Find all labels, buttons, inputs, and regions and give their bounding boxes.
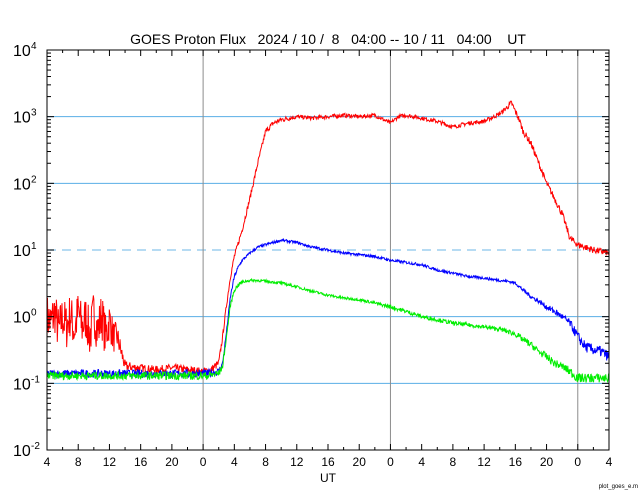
x-tick-label: 4: [44, 455, 51, 469]
x-tick-label: 20: [165, 455, 179, 469]
y-tick-label-base: 10: [13, 376, 31, 393]
x-axis-label: UT: [320, 471, 337, 485]
x-tick-label: 20: [353, 455, 367, 469]
series-layer: [46, 100, 610, 384]
flux-series-line-2: [46, 237, 610, 380]
x-tick-labels: 4 8 12 16 20 0 4 8 12 16 20 0 4 8 12 16 20 0 4: [44, 455, 613, 469]
x-tick-label: 12: [290, 455, 304, 469]
x-tick-label: 20: [540, 455, 554, 469]
x-tick-label: 12: [477, 455, 491, 469]
y-tick-label-exponent: -2: [31, 441, 40, 452]
y-tick-label-base: 10: [13, 176, 31, 193]
gridlines: [47, 50, 609, 450]
y-tick-label-exponent: 0: [31, 308, 37, 319]
y-tick-label-base: 10: [13, 243, 31, 260]
y-tick-label-exponent: 4: [31, 41, 37, 52]
x-tick-label: 8: [75, 455, 82, 469]
y-tick-label-exponent: 2: [31, 174, 37, 185]
y-tick-label-exponent: 1: [31, 241, 37, 252]
chart-title: GOES Proton Flux 2024 / 10 / 8 04:00 -- …: [130, 31, 526, 47]
y-tick-label-base: 10: [13, 110, 31, 127]
y-tick-label-exponent: -1: [31, 374, 40, 385]
x-tick-label: 4: [418, 455, 425, 469]
y-tick-label-base: 10: [13, 43, 31, 60]
x-tick-label: 8: [450, 455, 457, 469]
axis-ticks: [46, 50, 610, 451]
x-tick-label: 8: [262, 455, 269, 469]
x-tick-label: 0: [200, 455, 207, 469]
x-tick-label: 16: [509, 455, 523, 469]
flux-series-line-1: [46, 100, 610, 377]
y-tick-label-base: 10: [13, 310, 31, 327]
x-tick-label: 0: [574, 455, 581, 469]
x-tick-label: 0: [387, 455, 394, 469]
y-tick-label-base: 10: [13, 443, 31, 460]
x-tick-label: 4: [231, 455, 238, 469]
y-tick-label-exponent: 3: [31, 108, 37, 119]
flux-series-line-3: [46, 277, 610, 384]
x-tick-label: 4: [606, 455, 613, 469]
plot-credit: plot_goes_e.m: [599, 484, 638, 490]
x-tick-label: 12: [103, 455, 117, 469]
x-tick-label: 16: [134, 455, 148, 469]
x-tick-label: 16: [321, 455, 335, 469]
